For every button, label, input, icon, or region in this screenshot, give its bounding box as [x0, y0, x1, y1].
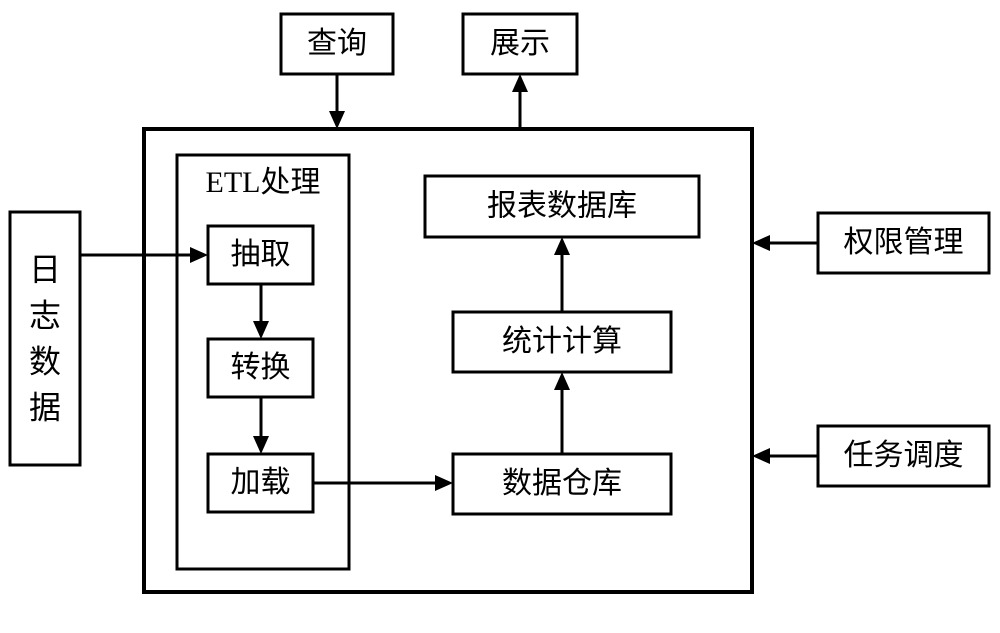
stats-label: 统计计算 [502, 325, 622, 358]
load-label: 加载 [231, 466, 291, 499]
arrowhead-main_frame_top_right-to-display [512, 74, 528, 92]
arrowhead-permission-to-main_frame_right_upper [752, 235, 770, 251]
svg-text:数: 数 [29, 344, 61, 380]
architecture-diagram: 查询 展示 ETL处理抽取转换加载 报表数据库统计计算数据仓库 日志数据 权限管理任务调度 [0, 0, 1000, 633]
warehouse-label: 数据仓库 [502, 467, 622, 500]
svg-text:据: 据 [29, 390, 61, 426]
permission-label: 权限管理 [844, 226, 964, 259]
report_db-label: 报表数据库 [487, 189, 637, 222]
svg-text:志: 志 [29, 298, 61, 334]
schedule-label: 任务调度 [844, 439, 964, 472]
svg-text:日: 日 [29, 252, 61, 288]
arrowhead-schedule-to-main_frame_right_lower [752, 448, 770, 464]
etl_frame-label: ETL处理 [206, 166, 321, 199]
extract-label: 抽取 [231, 238, 291, 271]
logdata-box [10, 212, 80, 465]
query-label: 查询 [307, 27, 367, 60]
arrowhead-query-to-main_frame_top_left [329, 111, 345, 129]
transform-label: 转换 [231, 351, 291, 384]
display-label: 展示 [490, 27, 550, 60]
